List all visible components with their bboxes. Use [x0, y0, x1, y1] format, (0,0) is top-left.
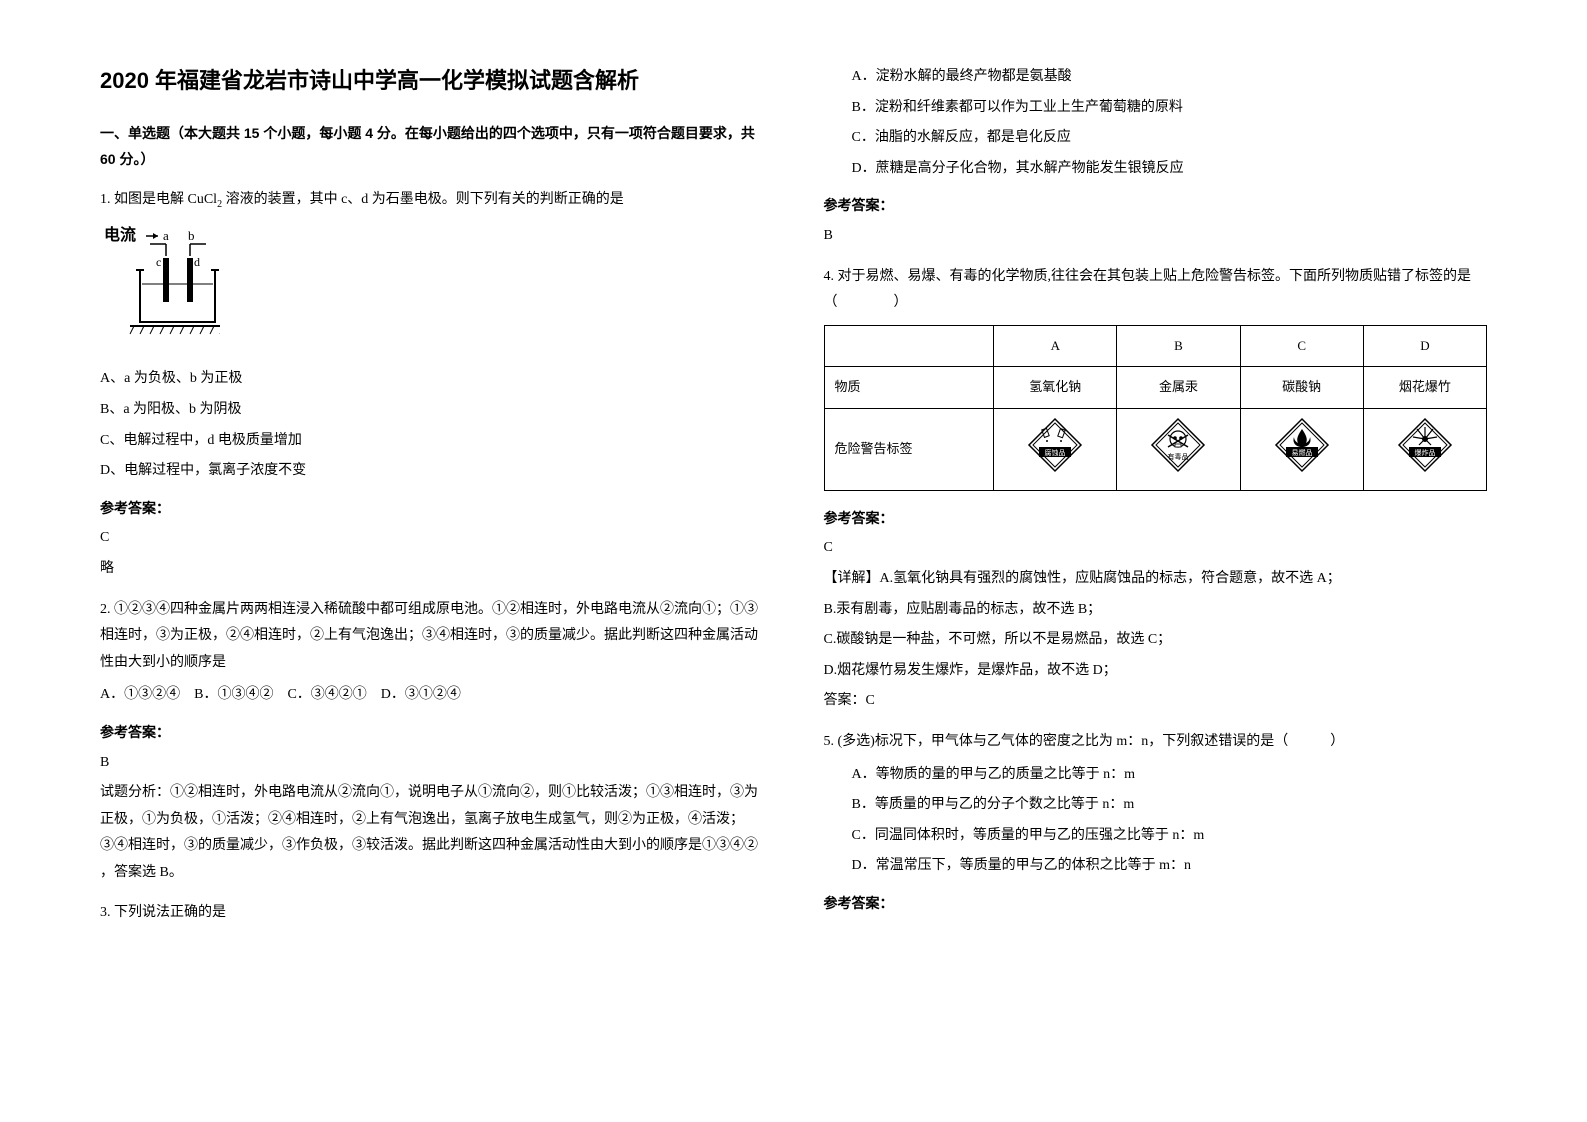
- q3-answer-value: B: [824, 223, 1488, 250]
- q4-answer-label: 参考答案：: [824, 505, 1488, 532]
- q3-optB: B．淀粉和纤维素都可以作为工业上生产葡萄糖的原料: [824, 95, 1488, 122]
- q4-explB: B.汞有剧毒，应贴剧毒品的标志，故不选 B；: [824, 597, 1488, 624]
- svg-text:易燃品: 易燃品: [1291, 448, 1312, 457]
- svg-text:a: a: [163, 228, 169, 243]
- q1-optC: C、电解过程中，d 电极质量增加: [100, 428, 764, 455]
- q5-answer-label: 参考答案：: [824, 890, 1488, 917]
- header-D: D: [1363, 325, 1486, 367]
- row1-D: 烟花爆竹: [1363, 367, 1486, 409]
- q1-answer-value: C: [100, 525, 764, 552]
- page-title: 2020 年福建省龙岩市诗山中学高一化学模拟试题含解析: [100, 60, 764, 102]
- q2-answer-value: B: [100, 750, 764, 777]
- explosive-icon: 爆炸品: [1397, 417, 1453, 482]
- q5-optC: C．同温同体积时，等质量的甲与乙的压强之比等于 n：m: [824, 823, 1488, 850]
- q1-optA: A、a 为负极、b 为正极: [100, 366, 764, 393]
- table-row: 物质 氢氧化钠 金属汞 碳酸钠 烟花爆竹: [824, 367, 1487, 409]
- q1-optD: D、电解过程中，氯离子浓度不变: [100, 458, 764, 485]
- q3-optD: D．蔗糖是高分子化合物，其水解产物能发生银镜反应: [824, 156, 1488, 183]
- q5-stem: 5. (多选)标况下，甲气体与乙气体的密度之比为 m：n，下列叙述错误的是（ ）: [824, 729, 1488, 756]
- table-row: 危险警告标签 腐蚀品: [824, 409, 1487, 491]
- q2-stem: 2. ①②③④四种金属片两两相连浸入稀硫酸中都可组成原电池。①②相连时，外电路电…: [100, 597, 764, 677]
- row1-A: 氢氧化钠: [994, 367, 1117, 409]
- q1-explanation: 略: [100, 556, 764, 583]
- circuit-label-text: 电流: [104, 225, 136, 244]
- q4-stem: 4. 对于易燃、易爆、有毒的化学物质,往往会在其包装上贴上危险警告标签。下面所列…: [824, 264, 1488, 317]
- q1-stem-a: 1. 如图是电解 CuCl: [100, 192, 217, 207]
- row1-B: 金属汞: [1117, 367, 1240, 409]
- hazard-cell-A: 腐蚀品: [994, 409, 1117, 491]
- svg-text:c: c: [156, 255, 161, 269]
- q5-optB: B．等质量的甲与乙的分子个数之比等于 n：m: [824, 792, 1488, 819]
- flammable-icon: 易燃品: [1274, 417, 1330, 482]
- circuit-diagram: 电流 a b c d: [100, 222, 764, 353]
- q5-optA: A．等物质的量的甲与乙的质量之比等于 n：m: [824, 762, 1488, 789]
- q1-optB: B、a 为阳极、b 为阴极: [100, 397, 764, 424]
- left-column: 2020 年福建省龙岩市诗山中学高一化学模拟试题含解析 一、单选题（本大题共 1…: [100, 60, 764, 933]
- right-column: A．淀粉水解的最终产物都是氨基酸 B．淀粉和纤维素都可以作为工业上生产葡萄糖的原…: [824, 60, 1488, 933]
- svg-text:爆炸品: 爆炸品: [1414, 448, 1435, 457]
- table-row: A B C D: [824, 325, 1487, 367]
- q1-answer-label: 参考答案：: [100, 495, 764, 522]
- q3-stem: 3. 下列说法正确的是: [100, 900, 764, 927]
- q4-explD: D.烟花爆竹易发生爆炸，是爆炸品，故不选 D；: [824, 658, 1488, 685]
- row2-label: 危险警告标签: [824, 409, 994, 491]
- q4-explC: C.碳酸钠是一种盐，不可燃，所以不是易燃品，故选 C；: [824, 627, 1488, 654]
- q2-answer-label: 参考答案：: [100, 719, 764, 746]
- svg-text:有毒品: 有毒品: [1168, 452, 1189, 461]
- row1-label: 物质: [824, 367, 994, 409]
- svg-text:腐蚀品: 腐蚀品: [1045, 448, 1066, 457]
- section-heading: 一、单选题（本大题共 15 个小题，每小题 4 分。在每小题给出的四个选项中，只…: [100, 120, 764, 173]
- toxic-icon: 有毒品: [1150, 417, 1206, 482]
- q3-optC: C．油脂的水解反应，都是皂化反应: [824, 125, 1488, 152]
- hazard-cell-D: 爆炸品: [1363, 409, 1486, 491]
- q2-explanation: 试题分析：①②相连时，外电路电流从②流向①，说明电子从①流向②，则①比较活泼；①…: [100, 780, 764, 886]
- q1-stem: 1. 如图是电解 CuCl2 溶液的装置，其中 c、d 为石墨电极。则下列有关的…: [100, 187, 764, 214]
- svg-text:d: d: [194, 255, 200, 269]
- header-A: A: [994, 325, 1117, 367]
- hazard-cell-C: 易燃品: [1240, 409, 1363, 491]
- q4-explA: 【详解】A.氢氧化钠具有强烈的腐蚀性，应贴腐蚀品的标志，符合题意，故不选 A；: [824, 566, 1488, 593]
- q3-answer-label: 参考答案：: [824, 192, 1488, 219]
- svg-text:b: b: [188, 228, 195, 243]
- q5-optD: D．常温常压下，等质量的甲与乙的体积之比等于 m：n: [824, 853, 1488, 880]
- header-C: C: [1240, 325, 1363, 367]
- q2-options: A．①③②④ B．①③④② C．③④②① D．③①②④: [100, 682, 764, 709]
- hazard-cell-B: 有毒品: [1117, 409, 1240, 491]
- q1-stem-b: 溶液的装置，其中 c、d 为石墨电极。则下列有关的判断正确的是: [222, 192, 624, 207]
- corrosive-icon: 腐蚀品: [1027, 417, 1083, 482]
- q4-explAns: 答案：C: [824, 688, 1488, 715]
- q3-optA: A．淀粉水解的最终产物都是氨基酸: [824, 64, 1488, 91]
- header-blank: [824, 325, 994, 367]
- hazard-table: A B C D 物质 氢氧化钠 金属汞 碳酸钠 烟花爆竹 危险警告标签: [824, 325, 1488, 491]
- q4-answer-value: C: [824, 535, 1488, 562]
- header-B: B: [1117, 325, 1240, 367]
- row1-C: 碳酸钠: [1240, 367, 1363, 409]
